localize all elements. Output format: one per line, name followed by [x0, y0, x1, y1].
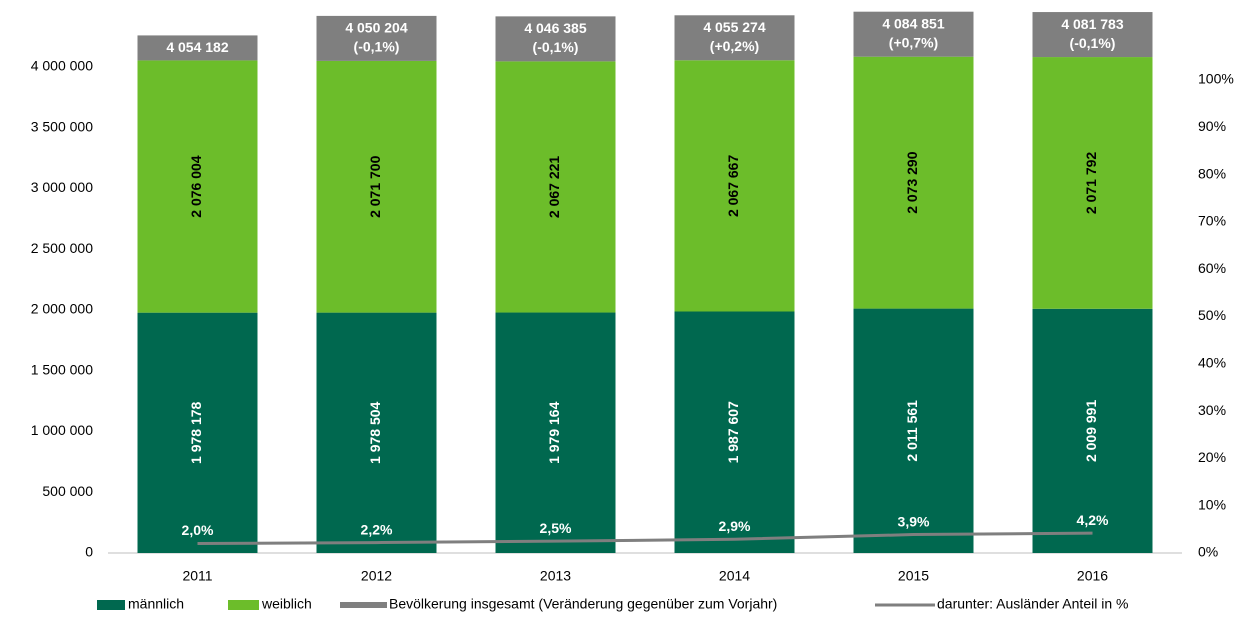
x-tick-label: 2013 — [540, 568, 571, 584]
change-label: (-0,1%) — [1070, 35, 1116, 51]
y2-tick-label: 60% — [1198, 260, 1226, 276]
y2-tick-label: 0% — [1198, 544, 1218, 560]
total-box — [853, 11, 974, 57]
y-tick-label: 3 000 000 — [31, 179, 93, 195]
legend-label: männlich — [128, 596, 184, 612]
y2-tick-label: 50% — [1198, 307, 1226, 323]
total-box — [1032, 12, 1153, 58]
y2-tick-label: 30% — [1198, 402, 1226, 418]
line-value-label: 3,9% — [898, 513, 930, 529]
y-tick-label: 3 500 000 — [31, 118, 93, 134]
bar — [316, 312, 437, 553]
y2-tick-label: 10% — [1198, 496, 1226, 512]
line-value-label: 2,5% — [540, 520, 572, 536]
y-tick-label: 4 000 000 — [31, 58, 93, 74]
line-value-label: 2,9% — [719, 518, 751, 534]
bar-value-label: 1 979 164 — [546, 401, 562, 463]
legend-swatch — [228, 600, 259, 610]
total-label: 4 055 274 — [703, 19, 765, 35]
y2-tick-label: 90% — [1198, 118, 1226, 134]
total-box — [316, 15, 437, 61]
y2-tick-label: 100% — [1198, 71, 1234, 87]
change-label: (-0,1%) — [354, 39, 400, 55]
bar — [674, 311, 795, 553]
bar — [674, 60, 795, 312]
bar-value-label: 1 978 178 — [188, 401, 204, 463]
x-tick-label: 2016 — [1077, 568, 1108, 584]
bar — [316, 60, 437, 313]
bar-value-label: 2 073 290 — [904, 151, 920, 213]
total-label: 4 046 385 — [524, 20, 586, 36]
bar — [1032, 308, 1153, 553]
y-tick-label: 2 000 000 — [31, 301, 93, 317]
total-label: 4 050 204 — [345, 20, 407, 36]
y-tick-label: 1 000 000 — [31, 422, 93, 438]
change-label: (-0,1%) — [533, 39, 579, 55]
bar — [137, 60, 258, 313]
bar-value-label: 2 009 991 — [1083, 400, 1099, 462]
x-tick-label: 2014 — [719, 568, 750, 584]
legend-swatch — [97, 600, 125, 610]
bar-value-label: 2 076 004 — [188, 155, 204, 217]
total-label: 4 084 851 — [882, 15, 944, 31]
legend-label: weiblich — [261, 596, 312, 612]
bar — [853, 56, 974, 309]
bar — [1032, 57, 1153, 309]
change-label: (+0,2%) — [710, 38, 759, 54]
legend-label: darunter: Ausländer Anteil in % — [937, 596, 1128, 612]
bar-value-label: 2 071 700 — [367, 155, 383, 217]
bar-value-label: 1 978 504 — [367, 401, 383, 463]
bar-value-label: 2 067 221 — [546, 156, 562, 218]
bar-value-label: 1 987 607 — [725, 401, 741, 463]
total-label: 4 054 182 — [166, 39, 228, 55]
bar-value-label: 2 067 667 — [725, 155, 741, 217]
bar-value-label: 2 071 792 — [1083, 152, 1099, 214]
bar-value-label: 2 011 561 — [904, 400, 920, 462]
bar — [495, 312, 616, 553]
bar — [495, 61, 616, 313]
total-box — [674, 15, 795, 61]
total-box — [495, 16, 616, 62]
line-value-label: 2,0% — [182, 522, 214, 538]
line-value-label: 2,2% — [361, 521, 393, 537]
y2-tick-label: 70% — [1198, 213, 1226, 229]
y-tick-label: 2 500 000 — [31, 240, 93, 256]
legend-label: Bevölkerung insgesamt (Veränderung gegen… — [389, 596, 777, 612]
total-box — [137, 35, 258, 61]
y-tick-label: 1 500 000 — [31, 361, 93, 377]
x-tick-label: 2011 — [182, 568, 212, 584]
total-label: 4 081 783 — [1061, 16, 1123, 32]
y2-tick-label: 20% — [1198, 449, 1226, 465]
y2-tick-label: 40% — [1198, 355, 1226, 371]
y-tick-label: 0 — [85, 544, 93, 560]
bar — [853, 308, 974, 553]
x-tick-label: 2012 — [361, 568, 392, 584]
bar — [137, 312, 258, 553]
x-tick-label: 2015 — [898, 568, 929, 584]
y2-tick-label: 80% — [1198, 165, 1226, 181]
change-label: (+0,7%) — [889, 34, 938, 50]
line — [197, 531, 1093, 546]
line-value-label: 4,2% — [1077, 512, 1109, 528]
y-tick-label: 500 000 — [42, 483, 93, 499]
